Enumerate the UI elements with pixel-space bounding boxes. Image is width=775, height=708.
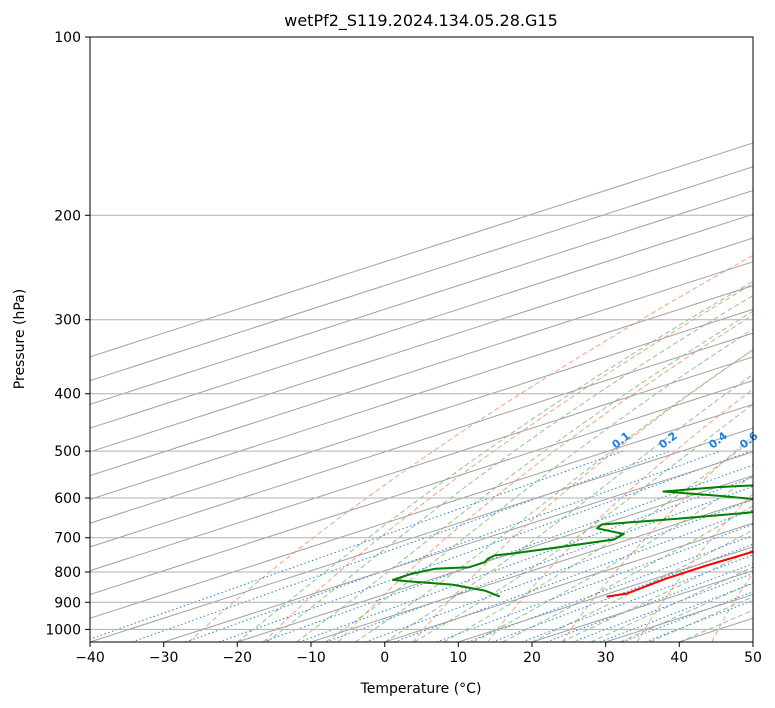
- x-tick-label: 40: [670, 650, 688, 666]
- isotherm-line: [90, 166, 753, 382]
- y-axis: 100 200 300 400 500 600 700 800 900 1000: [45, 30, 90, 638]
- isotherm-line: [90, 189, 753, 405]
- pressure-gridlines: [90, 37, 753, 630]
- isotherm-line: [90, 308, 753, 524]
- mixing-ratio-line: [645, 599, 753, 642]
- x-tick-label: 30: [597, 650, 615, 666]
- moist-adiabat: [649, 596, 753, 642]
- x-tick-label: 20: [523, 650, 541, 666]
- x-tick-label: 0: [380, 650, 389, 666]
- moist-adiabat: [236, 280, 753, 642]
- dry-adiabat: [263, 283, 753, 642]
- moist-adiabat: [354, 349, 753, 642]
- isotherm-line: [90, 380, 753, 596]
- isotherm-line: [90, 261, 753, 477]
- isotherm-line: [90, 403, 753, 619]
- isotherm-line: [90, 285, 753, 500]
- isotherm-line: [237, 475, 753, 642]
- isotherm-line: [163, 451, 753, 642]
- mixing-ratio-line: [622, 591, 753, 642]
- y-tick-label: 900: [54, 595, 81, 611]
- y-axis-title: Pressure (hPa): [12, 289, 28, 389]
- mixing-ratio-line: [262, 464, 753, 642]
- x-tick-label: −20: [223, 650, 253, 666]
- y-tick-label: 100: [54, 30, 81, 46]
- dry-adiabat: [636, 492, 753, 642]
- isotherm-line: [90, 332, 753, 548]
- isotherm-line: [90, 237, 753, 453]
- mixing-ratio-line: [436, 523, 753, 642]
- y-tick-label: 700: [54, 531, 81, 547]
- isotherm-line: [384, 522, 753, 642]
- isotherm-line: [90, 142, 753, 358]
- y-tick-label: 400: [54, 387, 81, 403]
- x-tick-label: −10: [296, 650, 326, 666]
- y-tick-label: 600: [54, 491, 81, 507]
- mixing-ratio-line: [218, 450, 752, 642]
- moist-adiabat: [413, 403, 753, 642]
- dry-adiabat: [561, 435, 753, 642]
- isotherm-line: [90, 427, 753, 642]
- dry-adiabat: [412, 349, 753, 642]
- profile-series: [391, 484, 753, 598]
- moist-adiabat: [384, 373, 753, 642]
- plot-frame: [89, 36, 754, 643]
- isotherm-line: [90, 356, 753, 572]
- moist-adiabat: [561, 549, 753, 642]
- x-axis-title: Temperature (°C): [360, 681, 482, 697]
- y-tick-label: 800: [54, 565, 81, 581]
- dry-adiabat: [337, 314, 753, 642]
- isotherm-line: [310, 498, 753, 642]
- isotherm-label: 40: [772, 599, 775, 619]
- y-tick-label: 1000: [45, 622, 81, 638]
- moist-adiabat: [266, 294, 753, 642]
- x-tick-label: −40: [75, 650, 105, 666]
- x-tick-label: 50: [744, 650, 762, 666]
- mixing-ratio-line: [521, 554, 753, 642]
- chart-title: wetPf2_S119.2024.134.05.28.G15: [284, 11, 558, 31]
- dewpoint-profile-line: [391, 484, 753, 598]
- moist-adiabat: [502, 505, 753, 642]
- dry-adiabat: [188, 254, 753, 642]
- moist-adiabat: [443, 438, 753, 642]
- x-axis: −40 −30 −20 −10 0 10 20 30 40 50: [75, 642, 762, 666]
- isotherm-line: [90, 213, 753, 429]
- y-tick-label: 200: [54, 208, 81, 224]
- x-tick-label: −30: [149, 650, 179, 666]
- x-tick-label: 10: [449, 650, 467, 666]
- y-tick-label: 500: [54, 444, 81, 460]
- y-tick-label: 300: [54, 313, 81, 329]
- mixing-ratio-line: [365, 499, 753, 642]
- mixing-ratio-line: [325, 485, 753, 642]
